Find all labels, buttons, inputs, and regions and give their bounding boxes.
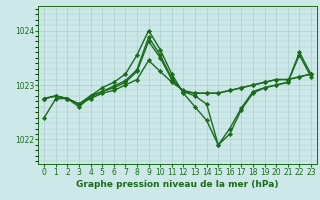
- X-axis label: Graphe pression niveau de la mer (hPa): Graphe pression niveau de la mer (hPa): [76, 180, 279, 189]
